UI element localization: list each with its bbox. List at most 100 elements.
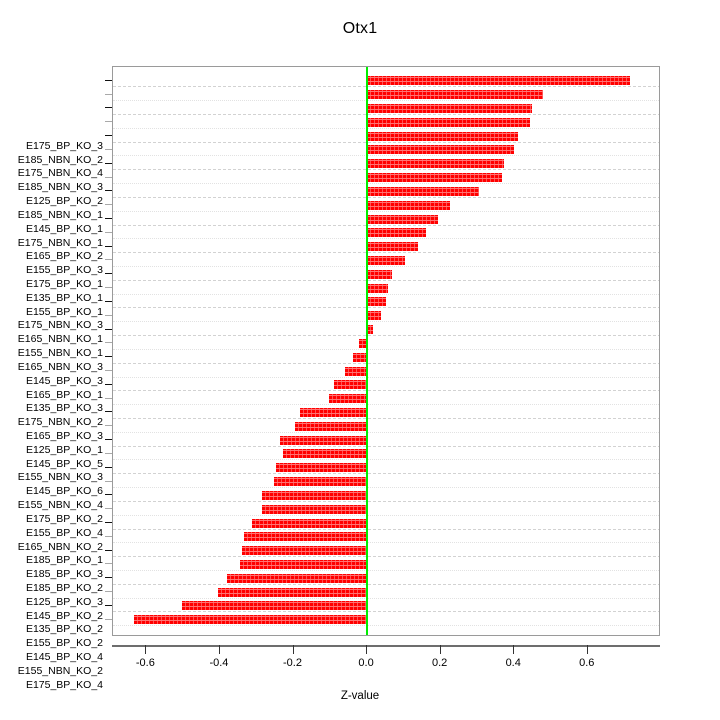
y-axis-tick	[105, 93, 112, 95]
y-axis-tick-label: E125_BP_KO_2	[25, 195, 103, 208]
y-axis-tick	[105, 135, 112, 137]
grid-line	[113, 390, 659, 392]
grid-line	[113, 307, 659, 309]
y-axis-tick	[105, 522, 112, 523]
grid-line	[113, 445, 659, 447]
grid-line	[113, 127, 659, 129]
grid-line	[113, 155, 659, 157]
y-axis-tick	[105, 577, 112, 579]
grid-line	[113, 528, 659, 530]
x-axis-tick-label: 0.2	[431, 657, 448, 669]
bar	[345, 366, 368, 376]
bar	[244, 532, 368, 542]
y-axis-tick	[105, 383, 112, 385]
grid-line	[113, 183, 659, 185]
y-axis-tick-label: E145_BP_KO_3	[25, 374, 103, 387]
grid-line	[113, 348, 659, 350]
y-axis-tick-label: E185_NBN_KO_3	[17, 181, 103, 194]
y-axis-tick-label: E185_BP_KO_1	[25, 554, 103, 567]
y-axis-tick-label: E145_BP_KO_6	[25, 485, 103, 498]
y-axis-tick-label: E155_BP_KO_1	[25, 305, 103, 318]
grid-line	[113, 238, 659, 240]
grid-line	[113, 556, 659, 558]
y-axis-tick-label: E185_BP_KO_2	[25, 582, 103, 594]
bar	[367, 228, 426, 238]
bar	[367, 311, 382, 321]
bar	[367, 297, 387, 307]
y-axis-tick-label: E185_BP_KO_3	[25, 568, 103, 581]
bar	[367, 200, 450, 210]
grid-line	[113, 265, 659, 267]
bar	[367, 159, 504, 169]
grid-line	[113, 514, 659, 516]
x-axis-tick	[366, 645, 368, 654]
y-axis-tick-label: E145_BP_KO_1	[25, 222, 103, 235]
y-axis-tick	[105, 494, 112, 496]
x-axis-title: Z-value	[340, 690, 380, 702]
x-axis-tick	[586, 645, 588, 654]
x-axis-tick	[218, 645, 220, 654]
grid-line	[113, 459, 659, 461]
bar	[367, 103, 532, 113]
bar	[218, 587, 368, 597]
y-axis-tick	[105, 121, 112, 123]
y-axis-tick-label: E175_NBN_KO_3	[17, 319, 103, 332]
bar	[367, 214, 439, 224]
grid-line	[113, 252, 659, 254]
x-axis-tick	[292, 645, 294, 654]
y-axis-tick	[105, 604, 112, 606]
x-axis-tick-label: 0.0	[358, 657, 374, 669]
bar	[242, 546, 368, 556]
bar	[252, 518, 368, 528]
grid-line	[113, 611, 659, 613]
y-axis-tick-label: E185_NBN_KO_2	[17, 153, 103, 166]
y-axis-tick	[105, 549, 112, 551]
y-axis-tick-label: E135_BP_KO_2	[25, 623, 103, 636]
y-axis-tick-label: E175_NBN_KO_4	[17, 167, 103, 180]
y-axis-tick	[105, 245, 112, 247]
bar	[280, 435, 368, 445]
bar	[367, 269, 393, 279]
bar	[358, 338, 368, 348]
y-axis-tick-label: E155_BP_KO_3	[25, 264, 103, 277]
y-axis-tick	[105, 342, 112, 344]
y-axis-tick-label: E165_NBN_KO_3	[17, 360, 103, 373]
bar	[367, 90, 543, 100]
y-axis-tick-label: E155_NBN_KO_3	[17, 471, 103, 484]
bar	[300, 407, 368, 417]
x-axis-tick-label: -0.4	[209, 657, 229, 669]
y-axis-tick-label: E155_BP_KO_2	[25, 637, 103, 650]
y-axis-tick-label: E165_BP_KO_3	[25, 430, 103, 442]
grid-line	[113, 542, 659, 544]
y-axis-tick-label: E155_NBN_KO_4	[17, 499, 103, 512]
y-axis-tick-label: E175_NBN_KO_1	[17, 236, 103, 249]
bar	[367, 325, 373, 335]
y-axis-tick-label: E125_BP_KO_1	[25, 443, 103, 456]
y-axis-tick-label: E135_BP_KO_1	[25, 291, 103, 304]
bar	[227, 573, 368, 583]
y-axis-tick	[105, 591, 112, 593]
grid-line	[113, 625, 659, 627]
y-axis-tick	[105, 190, 112, 192]
y-axis-tick	[105, 466, 112, 468]
y-axis-tick	[105, 452, 112, 454]
grid-line	[113, 487, 659, 489]
bar	[367, 131, 518, 141]
bar	[262, 490, 368, 500]
x-axis-tick-label: -0.6	[135, 657, 155, 669]
x-axis-tick-label: 0.4	[505, 657, 521, 669]
y-axis-tick-label: E165_BP_KO_1	[25, 388, 103, 401]
page-title: Otx1	[342, 20, 378, 37]
grid-line	[113, 293, 659, 295]
x-axis-tick-label: 0.6	[579, 657, 595, 669]
bar	[367, 242, 419, 252]
grid-line	[113, 210, 659, 212]
y-axis-tick-label: E145_BP_KO_2	[25, 609, 103, 622]
grid-line	[113, 404, 659, 406]
grid-line	[113, 417, 659, 419]
grid-line	[113, 473, 659, 475]
bar	[367, 173, 503, 183]
y-axis-tick-label: E155_NBN_KO_1	[17, 347, 103, 360]
bar	[240, 559, 368, 569]
